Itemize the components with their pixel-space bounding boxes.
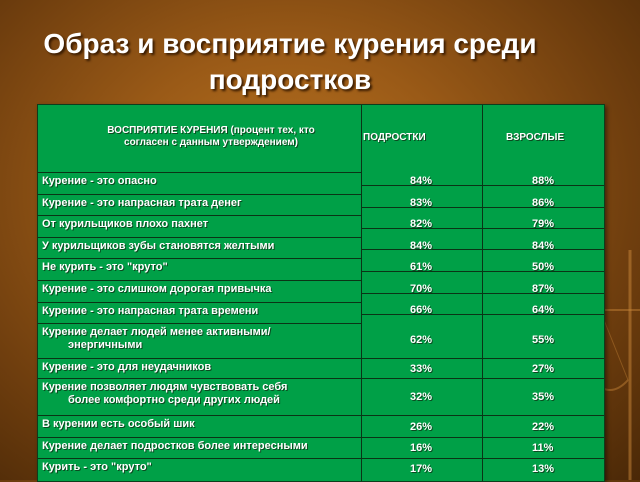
row-label-line-1: Курение позволяет людям чувствовать себя [42,381,288,393]
row-label: Курение - это напрасная трата времени [42,305,259,317]
row-label: Курение делает подростков более интересн… [42,440,308,452]
adults-value: 64% [532,304,555,316]
row-divider [38,215,361,216]
row-divider [38,437,361,438]
teens-value: 33% [410,363,433,375]
row-divider [38,358,361,359]
row-label: Курение - это опасно [42,175,157,187]
row-divider [38,280,361,281]
row-divider [361,358,604,359]
adults-value: 79% [532,218,555,230]
page-title: Образ и восприятие курения среди подрост… [0,26,580,98]
teens-value: 32% [410,391,433,403]
row-divider [38,237,361,238]
row-label: Курение - это слишком дорогая привычка [42,283,272,295]
row-divider [38,415,361,416]
row-divider [361,293,604,294]
row-label: Курение позволяет людям чувствовать себя… [42,381,287,407]
teens-value: 70% [410,283,433,295]
title-line-1: Образ и восприятие курения среди [43,28,537,59]
adults-value: 87% [532,283,555,295]
teens-value: 84% [410,240,433,252]
adults-value: 22% [532,421,555,433]
adults-value: 35% [532,391,555,403]
row-divider [361,185,604,186]
row-divider [361,207,604,208]
row-label: От курильщиков плохо пахнет [42,218,209,230]
adults-value: 86% [532,197,555,209]
row-divider [361,437,604,438]
row-divider [361,458,604,459]
adults-value: 88% [532,175,555,187]
teens-value: 61% [410,261,433,273]
header-adults: ВЗРОСЛЫЕ [506,132,565,143]
row-divider [38,302,361,303]
row-label: Курение делает людей менее активными/ эн… [42,326,271,352]
row-divider [38,194,361,195]
row-label: Не курить - это "круто" [42,261,168,273]
row-label-line-2: более комфортно среди других людей [68,394,280,406]
teens-value: 62% [410,334,433,346]
teens-value: 84% [410,175,433,187]
perception-table: ВОСПРИЯТИЕ КУРЕНИЯ (процент тех, кто сог… [37,104,605,482]
title-line-2: подростков [208,64,372,95]
row-divider [38,378,361,379]
adults-value: 13% [532,463,555,475]
row-label: В курении есть особый шик [42,418,195,430]
row-divider [361,378,604,379]
teens-value: 26% [410,421,433,433]
teens-value: 82% [410,218,433,230]
row-label: У курильщиков зубы становятся желтыми [42,240,275,252]
teens-value: 66% [410,304,433,316]
adults-value: 84% [532,240,555,252]
row-divider [361,249,604,250]
row-divider [38,458,361,459]
row-label: Курить - это "круто" [42,461,152,473]
row-divider [361,314,604,315]
row-label-line-1: Курение делает людей менее активными/ [42,326,271,338]
adults-value: 27% [532,363,555,375]
adults-value: 11% [532,442,554,454]
row-divider [361,228,604,229]
row-label: Курение - это напрасная трата денег [42,197,242,209]
row-label-line-2: энергичными [68,339,143,351]
row-divider [361,271,604,272]
teens-value: 83% [410,197,433,209]
adults-value: 55% [532,334,555,346]
row-label: Курение - это для неудачников [42,361,212,373]
header-teens: ПОДРОСТКИ [363,132,426,143]
row-divider [361,415,604,416]
row-divider [38,258,361,259]
row-divider [38,172,361,173]
teens-value: 17% [410,463,433,475]
adults-value: 50% [532,261,555,273]
teens-value: 16% [410,442,433,454]
header-perception: ВОСПРИЯТИЕ КУРЕНИЯ (процент тех, кто сог… [107,125,315,148]
row-divider [38,323,361,324]
